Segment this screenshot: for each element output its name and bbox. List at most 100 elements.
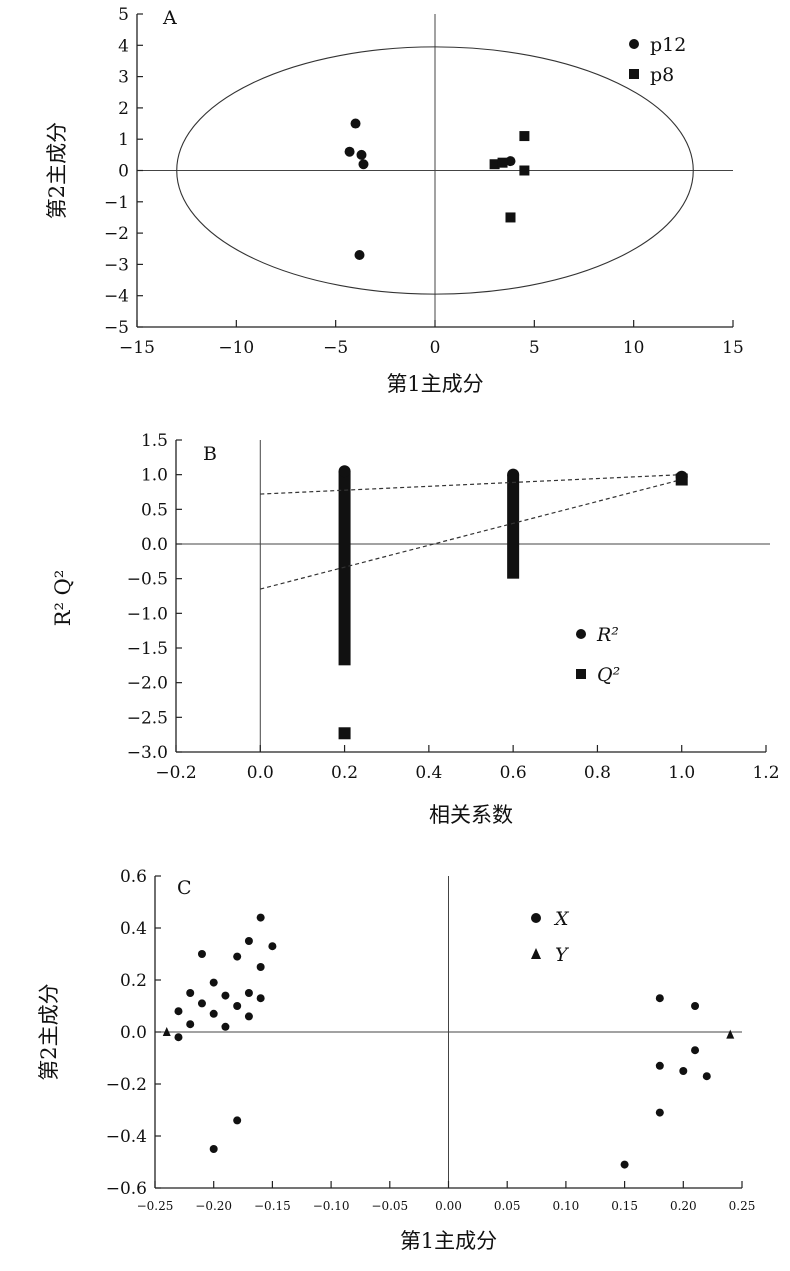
panel-b-point-1 (338, 727, 351, 740)
panel-c-point-X (233, 1116, 242, 1125)
panel-c-point-X (620, 1160, 629, 1169)
panel-a-x-tick-label: −10 (218, 338, 254, 358)
panel-c-point-X (655, 1061, 664, 1070)
panel-a-legend-label: p8 (650, 64, 674, 86)
panel-a-y-tick-label: 2 (118, 99, 129, 119)
panel-c-point-X (268, 942, 277, 951)
panel-a-y-tick-label: −5 (104, 318, 129, 338)
panel-a-y-tick-label: −1 (104, 193, 129, 213)
panel-c-y-tick-label: 0.2 (120, 971, 147, 991)
panel-b-y-tick-label: 0.0 (141, 535, 168, 555)
panel-a-point-p8 (519, 131, 530, 142)
panel-b-regression-line-0 (260, 474, 682, 495)
panel-b-x-tick-label: 0.8 (584, 763, 611, 783)
panel-c-y-tick-label: 0.6 (120, 867, 147, 887)
panel-a-x-tick-label: 15 (722, 338, 744, 358)
panel-c-point-X (233, 952, 242, 961)
panel-c-point-X (233, 1002, 242, 1010)
panel-c-point-X (244, 937, 253, 945)
panel-b-label: B (203, 443, 217, 465)
panel-c-x-tick-label: −0.20 (195, 1199, 232, 1213)
panel-b-legend-label: Q² (597, 664, 620, 686)
panel-a-y-axis-label: 第2主成分 (45, 122, 69, 219)
panel-c-x-tick-label: −0.25 (137, 1199, 174, 1213)
panel-c-legend-marker-Y (531, 948, 541, 959)
panel-c-point-X (197, 999, 206, 1008)
panel-a-y-tick-label: 3 (118, 68, 129, 88)
panel-c-point-X (655, 1108, 664, 1117)
panel-c-x-tick-label: −0.10 (313, 1199, 350, 1213)
panel-b-x-tick-label: 0.6 (500, 763, 527, 783)
panel-b-x-tick-label: 0.0 (247, 763, 274, 783)
panel-a-y-tick-label: −2 (104, 224, 129, 244)
panel-a-point-p8 (505, 212, 516, 223)
panel-a-x-tick-label: −5 (323, 338, 348, 358)
panel-c-point-X (702, 1072, 711, 1081)
panel-a-point-p8 (519, 165, 530, 176)
panel-c-y-tick-label: 0.0 (120, 1023, 147, 1043)
panel-b-y-tick-label: 1.0 (141, 466, 168, 486)
panel-c-point-X (691, 1002, 700, 1010)
panel-a-y-tick-label: 1 (118, 130, 129, 150)
panel-b-x-tick-label: 1.2 (752, 763, 779, 783)
panel-a-point-p12 (356, 149, 367, 160)
panel-b-point-1 (675, 473, 688, 486)
panel-b-y-tick-label: −2.0 (127, 674, 168, 694)
panel-c-legend-marker-X (531, 913, 541, 923)
panel-a-y-tick-label: 4 (118, 36, 129, 56)
panel-c-point-X (186, 989, 195, 997)
panel-c-point-X (244, 989, 253, 997)
panel-b-x-axis-label: 相关系数 (429, 803, 513, 827)
panel-c-x-tick-label: 0.00 (435, 1199, 462, 1213)
panel-b-point-0 (338, 465, 351, 478)
panel-c-y-tick-label: −0.4 (106, 1127, 147, 1147)
panel-c-point-X (209, 978, 218, 987)
panel-a-y-tick-label: 5 (118, 5, 129, 25)
panel-c-point-X (691, 1046, 700, 1055)
panel-a-point-p12 (344, 146, 355, 157)
panel-c-x-tick-label: 0.05 (494, 1199, 521, 1213)
panel-a-point-p12 (354, 250, 365, 261)
panel-b-x-tick-label: 0.4 (415, 763, 442, 783)
panel-b-y-axis-label: R² Q² (51, 570, 75, 627)
panel-c-y-axis-label: 第2主成分 (37, 983, 61, 1080)
panel-c-point-X (256, 913, 265, 922)
panel-b-legend-marker-0 (576, 629, 586, 639)
panel-a-point-p12 (350, 118, 361, 129)
panel-a-label: A (162, 7, 177, 29)
panel-c-point-X (209, 1009, 218, 1018)
panel-c-x-tick-label: 0.15 (611, 1199, 638, 1213)
panel-c-point-Y (162, 1027, 171, 1036)
panel-c-x-tick-label: 0.20 (670, 1199, 697, 1213)
panel-c-x-tick-label: 0.25 (729, 1199, 756, 1213)
panel-c-point-X (209, 1145, 218, 1153)
panel-c-point-X (256, 994, 265, 1003)
panel-b-y-tick-label: −3.0 (127, 743, 168, 763)
panel-a-y-tick-label: −4 (104, 287, 129, 307)
panel-a-legend-label: p12 (650, 34, 686, 56)
panel-c-label: C (177, 877, 192, 899)
panel-b-regression-line-1 (260, 478, 682, 590)
panel-b-x-tick-label: −0.2 (155, 763, 196, 783)
panel-b-y-tick-label: 0.5 (141, 500, 168, 520)
panel-c-y-tick-label: −0.2 (106, 1075, 147, 1095)
panel-a-x-tick-label: 5 (529, 338, 540, 358)
panel-b-y-tick-label: −0.5 (127, 570, 168, 590)
panel-a-confidence-ellipse (176, 46, 694, 295)
panel-c-point-X (221, 1022, 230, 1031)
panel-c-legend-label: Y (555, 944, 570, 966)
panel-a-legend-marker-p8 (629, 69, 639, 79)
chart-panel-b: B 1.5 1.0 0.5 0.0 −0.5 −1.0 −1.5 −2.0 −2.5 −3.0−0… (51, 431, 780, 827)
panel-c-point-Y (726, 1029, 735, 1039)
panel-a-point-p12 (505, 156, 516, 167)
panel-a-x-tick-label: 10 (623, 338, 645, 358)
panel-c-point-X (174, 1007, 183, 1016)
panel-c-point-X (244, 1012, 253, 1021)
panel-c-x-tick-label: 0.10 (553, 1199, 580, 1213)
panel-c-point-X (186, 1020, 195, 1029)
panel-b-y-tick-label: −1.5 (127, 639, 168, 659)
panel-b-legend-label: R² (596, 624, 619, 646)
panel-b-y-tick-label: 1.5 (141, 431, 168, 451)
